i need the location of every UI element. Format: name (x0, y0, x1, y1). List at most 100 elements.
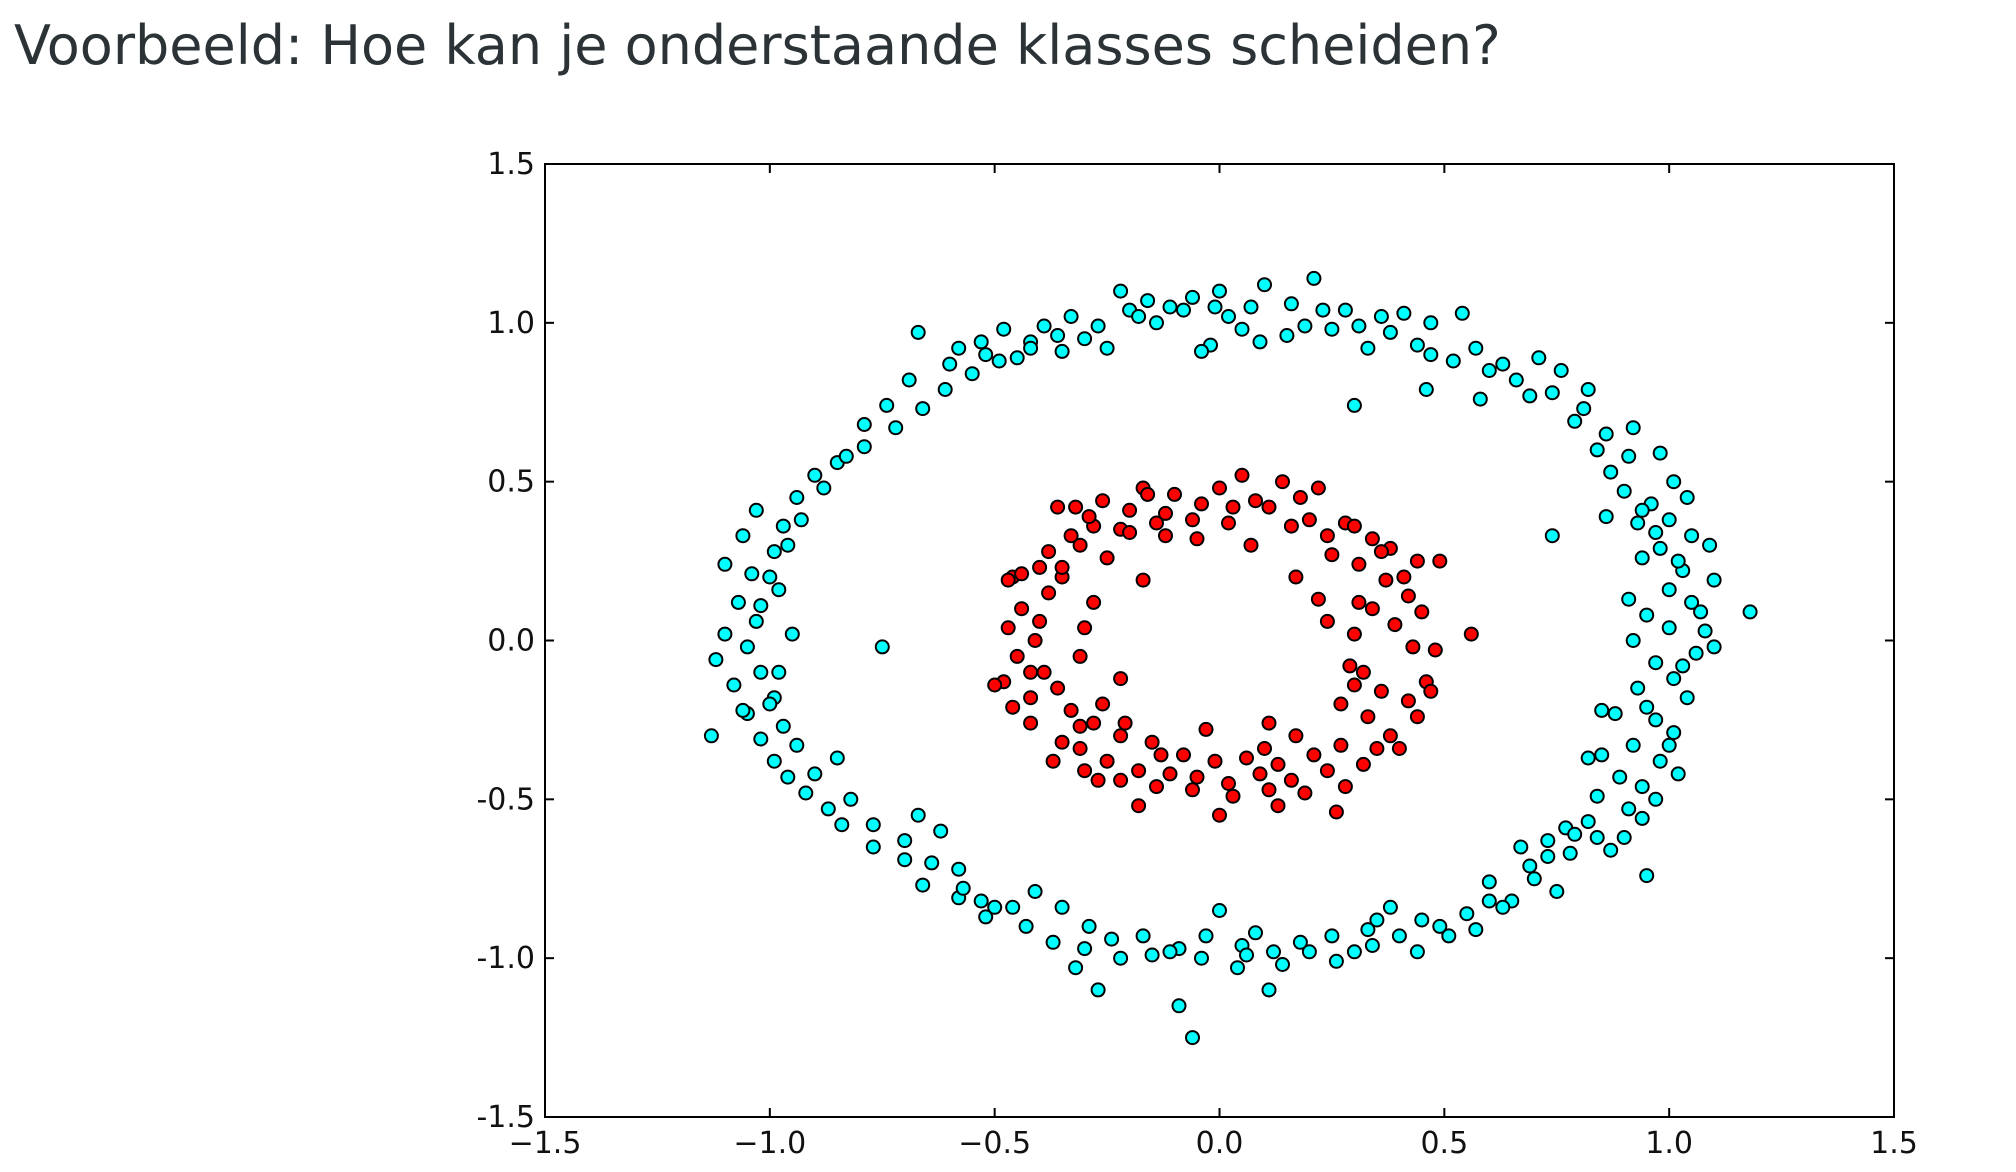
data-point-series-1-191 (1648, 791, 1664, 807)
data-point-series-1-153 (1261, 982, 1277, 998)
data-point-series-2-70 (1328, 804, 1344, 820)
data-point-series-2-51 (1207, 753, 1223, 769)
data-point-series-1-156 (703, 728, 719, 744)
data-point-series-1-228 (780, 537, 796, 553)
ticks-layer: −1.5 −1.0 −0.5 0.0 0.5 1.0 1.5 -1.5 -1.0 -0.5 0.0 0… (476, 147, 1917, 1161)
data-point-series-1-34 (1531, 350, 1547, 366)
data-point-series-1-123 (726, 677, 742, 693)
data-point-series-2-127 (1122, 502, 1138, 518)
data-point-series-1-56 (1634, 550, 1650, 566)
data-point-series-1-48 (1679, 490, 1695, 505)
data-point-series-1-81 (1621, 801, 1637, 817)
y-tick-label-2: -0.5 (476, 782, 535, 817)
data-point-series-1-112 (897, 852, 913, 868)
data-point-series-2-119 (1396, 569, 1412, 585)
data-point-series-2-99 (1005, 699, 1021, 715)
data-point-series-1-166 (1005, 899, 1021, 915)
data-point-series-1-70 (1630, 680, 1646, 696)
data-point-series-2-113 (1149, 779, 1164, 795)
x-tick-label-3: 0.0 (1196, 1126, 1244, 1161)
data-point-series-1-19 (1149, 315, 1164, 331)
data-point-series-1-204 (1544, 385, 1560, 401)
y-tick-label-5: 1.0 (487, 306, 535, 341)
y-tick-label-1: -1.0 (476, 941, 535, 976)
data-point-series-2-101 (1000, 572, 1016, 588)
data-point-series-2-10 (1301, 512, 1317, 528)
data-point-series-1-23 (1324, 321, 1340, 337)
data-point-series-2-52 (1176, 747, 1191, 763)
data-point-series-1-231 (784, 626, 800, 642)
data-point-series-1-237 (865, 817, 881, 833)
data-point-series-2-108 (1337, 779, 1353, 795)
data-point-series-2-123 (1261, 499, 1277, 515)
data-point-series-1-217 (1090, 318, 1106, 334)
data-point-series-1-90 (1549, 884, 1565, 899)
data-point-series-1-102 (1198, 928, 1214, 944)
data-point-series-2-116 (1045, 753, 1061, 769)
data-point-series-1-225 (838, 448, 854, 464)
data-point-series-2-12 (1364, 531, 1380, 547)
data-point-series-1-168 (1054, 899, 1070, 915)
data-point-series-2-48 (1306, 747, 1322, 763)
data-point-series-1-193 (1661, 737, 1677, 753)
data-point-series-1-2 (1257, 277, 1272, 293)
data-point-series-2-30 (1346, 626, 1362, 642)
x-tick-label-0: −1.5 (509, 1126, 582, 1161)
data-point-series-1-216 (1131, 309, 1147, 324)
data-point-series-2-76 (1135, 572, 1151, 588)
data-point-series-1-197 (1693, 604, 1709, 620)
data-point-series-2-54 (1113, 728, 1129, 744)
data-point-series-1-146 (1023, 340, 1039, 356)
data-point-series-1-109 (978, 909, 994, 925)
data-point-series-1-17 (996, 321, 1012, 337)
data-point-series-1-223 (879, 397, 895, 413)
data-point-series-1-172 (1162, 944, 1178, 960)
data-point-series-1-224 (856, 417, 872, 432)
data-point-series-1-25 (910, 324, 926, 340)
data-point-series-1-143 (937, 382, 953, 397)
data-point-series-1-37 (1580, 382, 1596, 397)
data-point-series-2-58 (1319, 763, 1335, 779)
data-point-series-1-94 (1382, 899, 1398, 915)
data-point-series-1-62 (1639, 607, 1655, 623)
data-point-series-2-82 (1158, 528, 1173, 544)
data-point-series-2-134 (1355, 664, 1371, 680)
data-point-series-2-11 (1319, 528, 1335, 544)
data-point-series-2-69 (1270, 798, 1286, 814)
data-point-series-1-211 (1315, 302, 1331, 318)
data-point-series-2-56 (1063, 702, 1079, 718)
data-point-series-2-96 (1072, 718, 1088, 734)
data-point-series-1-4 (1140, 293, 1156, 309)
data-point-series-1-199 (1648, 525, 1664, 540)
y-tick-label-6: 1.5 (487, 147, 535, 182)
data-point-series-1-89 (1481, 874, 1497, 890)
data-point-series-1-68 (1648, 655, 1664, 671)
data-point-series-2-42 (1373, 683, 1389, 699)
data-point-series-1-36 (1553, 363, 1569, 378)
x-tick-label-4: 0.5 (1420, 1126, 1468, 1161)
data-point-series-2-21 (1032, 559, 1048, 575)
data-point-series-1-164 (951, 861, 967, 877)
data-point-series-1-238 (897, 833, 913, 849)
data-point-series-2-74 (1050, 499, 1066, 515)
data-point-series-2-27 (1364, 601, 1380, 617)
data-point-series-1-113 (865, 839, 881, 855)
data-point-series-1-118 (766, 753, 782, 769)
data-point-series-2-61 (1221, 776, 1236, 791)
data-point-series-2-8 (1248, 493, 1263, 509)
data-point-series-1-213 (1243, 299, 1259, 315)
data-point-series-1-243 (1239, 947, 1254, 963)
data-point-series-1-158 (829, 750, 845, 766)
data-point-series-1-208 (1409, 337, 1425, 353)
data-point-series-1-142 (915, 401, 931, 417)
data-point-series-1-195 (1675, 658, 1691, 674)
data-point-series-1-152 (1090, 982, 1106, 998)
data-point-series-1-134 (735, 528, 751, 544)
data-point-series-1-239 (924, 855, 940, 871)
data-point-series-1-187 (1567, 826, 1583, 842)
data-point-series-2-121 (1346, 518, 1362, 534)
data-point-series-1-188 (1603, 842, 1619, 858)
y-tick-label-3: 0.0 (487, 624, 535, 659)
data-point-series-2-28 (1414, 604, 1430, 620)
